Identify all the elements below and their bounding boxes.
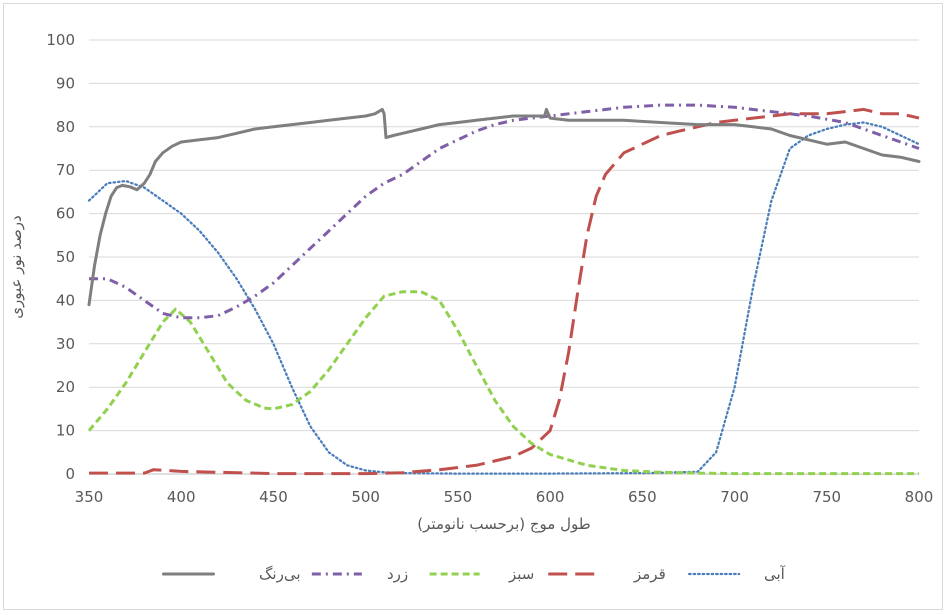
series-line-4 — [87, 107, 921, 307]
legend-label-3: زرد — [387, 565, 408, 583]
grid-lines — [89, 39, 919, 432]
y-tick-label: 90 — [56, 74, 75, 92]
legend-label-0: آبی — [764, 565, 786, 583]
legend-label-1: قرمز — [633, 565, 666, 583]
series-line-0 — [87, 121, 921, 475]
y-tick-label: 100 — [46, 31, 75, 49]
y-tick-label: 40 — [56, 291, 75, 309]
x-tick-label: 500 — [351, 488, 380, 506]
x-tick-label: 450 — [259, 488, 288, 506]
y-tick-label: 80 — [56, 118, 75, 136]
y-tick-label: 20 — [56, 378, 75, 396]
x-tick-label: 550 — [444, 488, 473, 506]
series-layer — [87, 103, 921, 476]
x-tick-labels: 350 400 450 500 550 600 650 700 750 800 — [75, 488, 934, 506]
y-tick-label: 10 — [56, 422, 75, 440]
legend: آبی قرمز سبز زرد بی‌رنگ — [161, 565, 786, 583]
legend-label-4: بی‌رنگ — [259, 565, 301, 583]
y-axis-title: درصد نور عبوری — [7, 215, 25, 318]
x-tick-label: 800 — [905, 488, 934, 506]
x-tick-label: 650 — [628, 488, 657, 506]
transmission-chart: 0 10 20 30 40 50 60 70 80 90 100 350 400 450 500 550 60… — [7, 31, 934, 583]
x-tick-label: 700 — [720, 488, 749, 506]
y-tick-labels: 0 10 20 30 40 50 60 70 80 90 100 — [46, 31, 75, 483]
x-tick-label: 400 — [167, 488, 196, 506]
series-line-2 — [87, 290, 919, 476]
y-tick-label: 70 — [56, 161, 75, 179]
series-line-3 — [89, 103, 920, 320]
x-axis-title: طول موج (برحسب نانومتر) — [417, 515, 590, 534]
y-tick-label: 60 — [56, 205, 75, 223]
y-tick-label: 30 — [56, 335, 75, 353]
y-tick-label: 0 — [65, 465, 75, 483]
legend-label-2: سبز — [508, 565, 534, 583]
x-tick-label: 600 — [536, 488, 565, 506]
y-tick-label: 50 — [56, 248, 75, 266]
chart-frame: 0 10 20 30 40 50 60 70 80 90 100 350 400 450 500 550 60… — [3, 3, 943, 610]
x-tick-label: 750 — [812, 488, 841, 506]
series-line-1 — [89, 107, 920, 476]
x-tick-label: 350 — [75, 488, 104, 506]
